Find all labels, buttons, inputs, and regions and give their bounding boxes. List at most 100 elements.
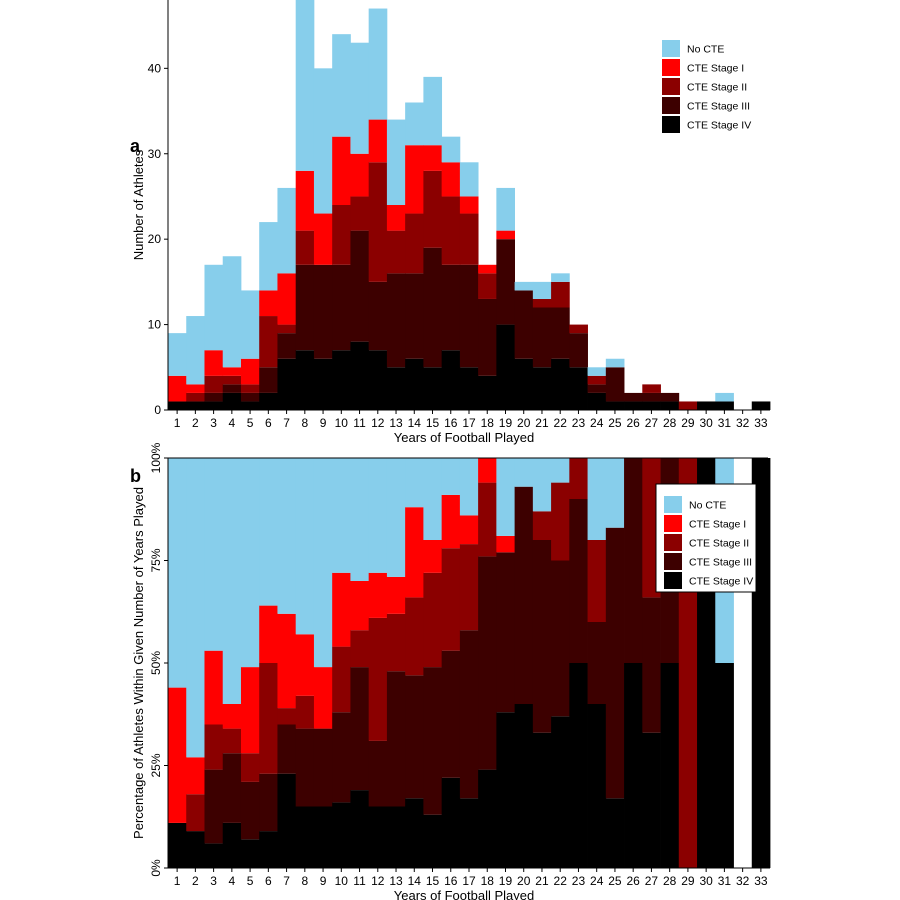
bar-cte-stage-iv-22 <box>551 716 570 868</box>
x-tick-label: 17 <box>462 874 476 888</box>
bar-cte-stage-iii-10 <box>332 264 351 351</box>
bar-cte-stage-iii-21 <box>532 307 552 368</box>
bar-cte-stage-i-19 <box>496 230 515 240</box>
bar-cte-stage-i-7 <box>277 273 297 325</box>
legend: No CTE CTE Stage I CTE Stage II CTE Stage I… <box>662 40 751 133</box>
chart-panel-b: b1 2 3 4 5 6 7 8 9 10 11 12 13 14 15 16 17 18 19 20 21 22 23 24… <box>130 442 771 900</box>
legend-swatch-cte-stage-iii <box>662 97 680 114</box>
bar-cte-stage-iv-5 <box>240 839 260 868</box>
bar-cte-stage-iii-4 <box>222 384 242 393</box>
bar-cte-stage-iii-15 <box>423 667 443 815</box>
x-tick-label: 26 <box>627 874 641 888</box>
bar-no-cte-21 <box>532 458 552 512</box>
bar-cte-stage-iii-24 <box>587 622 607 704</box>
bar-no-cte-24 <box>587 367 607 376</box>
bar-cte-stage-iv-4 <box>222 392 242 410</box>
bar-cte-stage-iii-19 <box>496 239 515 325</box>
bar-cte-stage-iv-7 <box>277 358 297 410</box>
bar-cte-stage-i-6 <box>259 290 278 317</box>
bar-no-cte-3 <box>204 458 224 651</box>
legend-swatch-cte-stage-iv <box>664 572 682 589</box>
bar-cte-stage-ii-29 <box>678 401 698 410</box>
bar-cte-stage-iii-18 <box>478 298 497 376</box>
x-tick-label: 18 <box>481 874 495 888</box>
bar-cte-stage-iii-11 <box>350 667 370 791</box>
bar-cte-stage-ii-2 <box>186 392 205 402</box>
bar-cte-stage-ii-27 <box>642 384 661 393</box>
bar-cte-stage-iv-31 <box>715 401 734 410</box>
bar-cte-stage-ii-4 <box>222 375 242 385</box>
bar-no-cte-5 <box>240 290 260 359</box>
bar-cte-stage-iii-12 <box>368 740 388 807</box>
bar-cte-stage-iii-17 <box>459 630 479 799</box>
bar-no-cte-11 <box>350 42 370 154</box>
x-tick-label: 6 <box>265 874 272 888</box>
bar-cte-stage-iii-26 <box>624 392 643 402</box>
legend-swatch-cte-stage-i <box>662 59 680 76</box>
bar-cte-stage-i-16 <box>441 494 461 549</box>
bar-no-cte-31 <box>715 392 734 402</box>
bar-no-cte-22 <box>551 273 570 282</box>
panel-label: b <box>130 466 141 486</box>
bar-no-cte-4 <box>222 256 242 368</box>
bar-cte-stage-iv-17 <box>459 798 479 868</box>
bar-no-cte-1 <box>168 333 187 376</box>
x-tick-label: 22 <box>554 874 568 888</box>
bar-no-cte-11 <box>350 458 370 581</box>
bar-no-cte-12 <box>368 8 388 120</box>
legend-swatch-cte-stage-i <box>664 515 682 532</box>
bar-no-cte-7 <box>277 187 297 274</box>
bar-cte-stage-ii-15 <box>423 170 443 248</box>
bar-no-cte-10 <box>332 458 351 573</box>
bar-no-cte-1 <box>168 458 187 688</box>
bar-cte-stage-i-12 <box>368 119 388 163</box>
bar-cte-stage-ii-7 <box>277 708 297 725</box>
x-tick-label: 30 <box>699 416 713 430</box>
y-axis-title: Percentage of Athletes Within Given Numb… <box>131 487 146 839</box>
x-tick-label: 1 <box>174 874 181 888</box>
legend-label: CTE Stage II <box>687 82 747 94</box>
bar-cte-stage-ii-3 <box>204 375 224 393</box>
x-tick-label: 32 <box>736 874 750 888</box>
bar-cte-stage-iv-9 <box>313 806 333 868</box>
bar-cte-stage-i-17 <box>459 196 479 214</box>
bar-cte-stage-iii-7 <box>277 724 297 774</box>
bar-no-cte-12 <box>368 458 388 573</box>
x-tick-label: 31 <box>718 874 732 888</box>
x-tick-label: 5 <box>247 416 254 430</box>
bar-cte-stage-i-13 <box>386 576 406 614</box>
bar-cte-stage-ii-7 <box>277 324 297 334</box>
chart-panel-a: a1 2 3 4 5 6 7 8 9 10 11 12 13 14 15 16 17 18 19 20 21 22 23 24… <box>130 0 771 445</box>
bar-cte-stage-i-9 <box>313 667 333 729</box>
x-tick-label: 17 <box>462 416 476 430</box>
x-tick-label: 33 <box>754 416 768 430</box>
bar-no-cte-4 <box>222 458 242 704</box>
bar-cte-stage-iv-12 <box>368 350 388 410</box>
x-tick-label: 15 <box>426 874 440 888</box>
x-tick-label: 27 <box>645 416 659 430</box>
bar-cte-stage-iv-31 <box>715 663 734 868</box>
bar-cte-stage-iii-5 <box>240 392 260 402</box>
x-tick-label: 29 <box>681 874 695 888</box>
bar-cte-stage-ii-13 <box>386 230 406 274</box>
bar-cte-stage-iv-3 <box>204 401 224 410</box>
bar-cte-stage-iv-8 <box>295 806 315 868</box>
bar-cte-stage-iv-20 <box>514 358 534 410</box>
bar-cte-stage-iv-13 <box>386 806 406 868</box>
x-tick-label: 33 <box>754 874 768 888</box>
legend-label: CTE Stage I <box>687 63 744 75</box>
bar-cte-stage-iii-8 <box>295 728 315 807</box>
bar-cte-stage-iv-12 <box>368 806 388 868</box>
bar-cte-stage-ii-4 <box>222 728 242 754</box>
bar-cte-stage-iii-23 <box>569 499 588 663</box>
bar-cte-stage-i-1 <box>168 375 187 402</box>
bar-cte-stage-iii-10 <box>332 712 351 803</box>
x-tick-label: 31 <box>718 416 732 430</box>
legend-label: CTE Stage IV <box>689 576 753 588</box>
bar-cte-stage-ii-22 <box>551 281 570 308</box>
bar-cte-stage-iv-10 <box>332 802 351 868</box>
bar-cte-stage-iv-3 <box>204 843 224 868</box>
y-tick-label: 0% <box>149 859 163 877</box>
bar-cte-stage-ii-23 <box>569 458 588 499</box>
